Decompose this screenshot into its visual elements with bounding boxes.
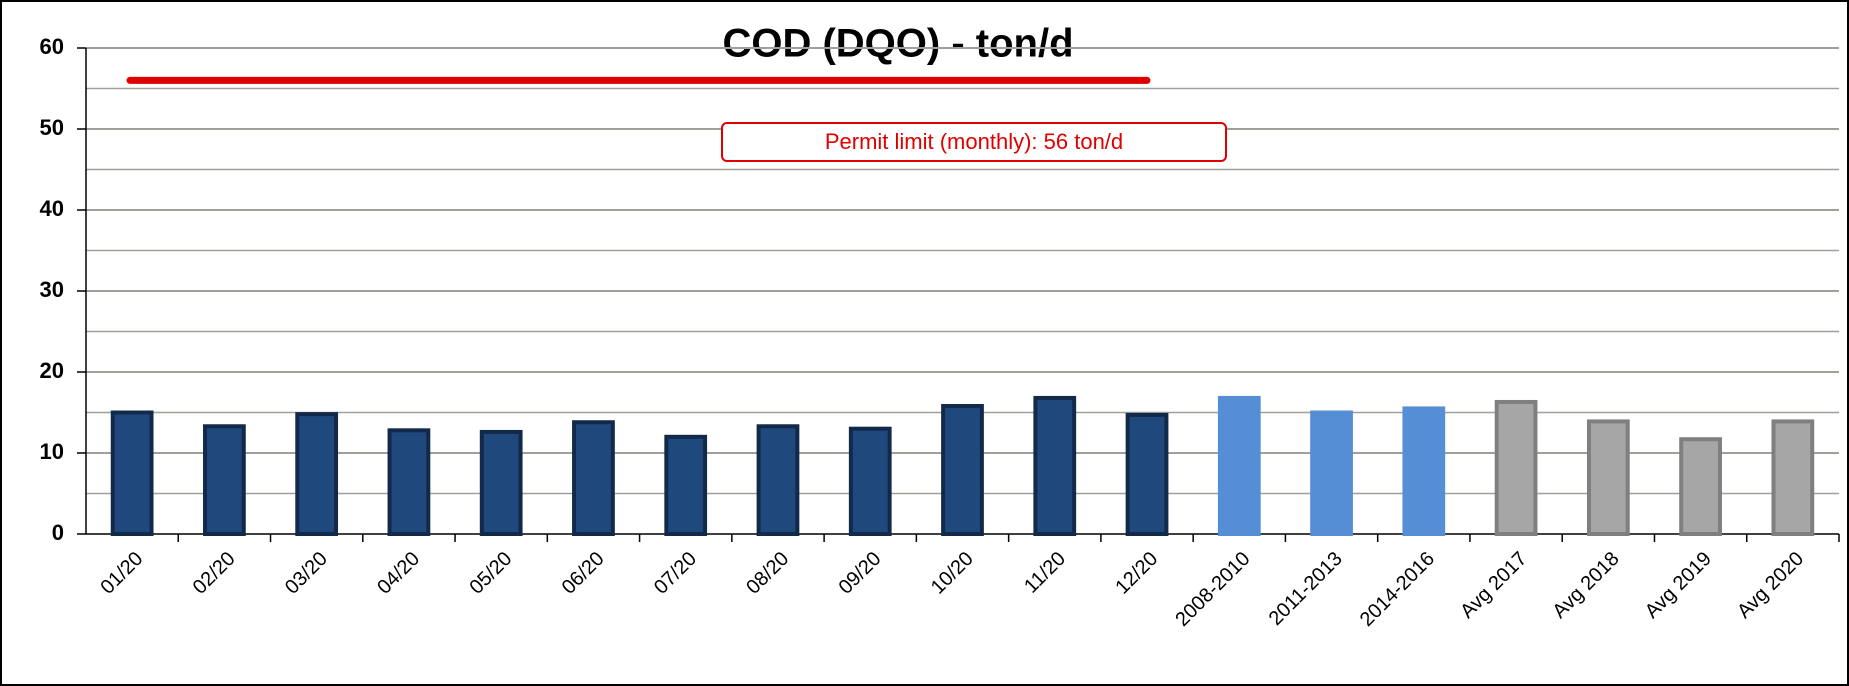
annotation: Permit limit (monthly): 56 ton/d <box>825 129 1123 154</box>
bar <box>848 426 892 537</box>
bar <box>387 428 431 537</box>
y-tick-label: 10 <box>40 439 64 464</box>
y-tick-label: 20 <box>40 358 64 383</box>
bar <box>1494 399 1538 536</box>
bar <box>1125 412 1169 536</box>
bar <box>572 420 615 536</box>
annotation-box <box>721 122 1227 162</box>
y-tick-label: 50 <box>40 115 64 140</box>
bar <box>1310 410 1353 536</box>
chart-title: COD (DQO) - ton/d <box>722 22 1073 66</box>
bar <box>203 424 246 536</box>
bar <box>664 434 708 536</box>
bar <box>1586 419 1630 536</box>
bar <box>1033 395 1077 537</box>
bar <box>1771 419 1815 536</box>
y-tick-label: 30 <box>40 277 64 302</box>
bar <box>110 410 154 536</box>
bar <box>1402 406 1446 537</box>
y-tick-label: 60 <box>40 34 64 59</box>
y-tick-label: 40 <box>40 196 64 221</box>
bar <box>295 412 339 536</box>
y-tick-label: 0 <box>52 520 64 545</box>
bar <box>479 429 523 536</box>
bar <box>756 424 800 536</box>
bar <box>941 404 984 536</box>
bar <box>1679 437 1722 537</box>
bar <box>1217 395 1261 537</box>
